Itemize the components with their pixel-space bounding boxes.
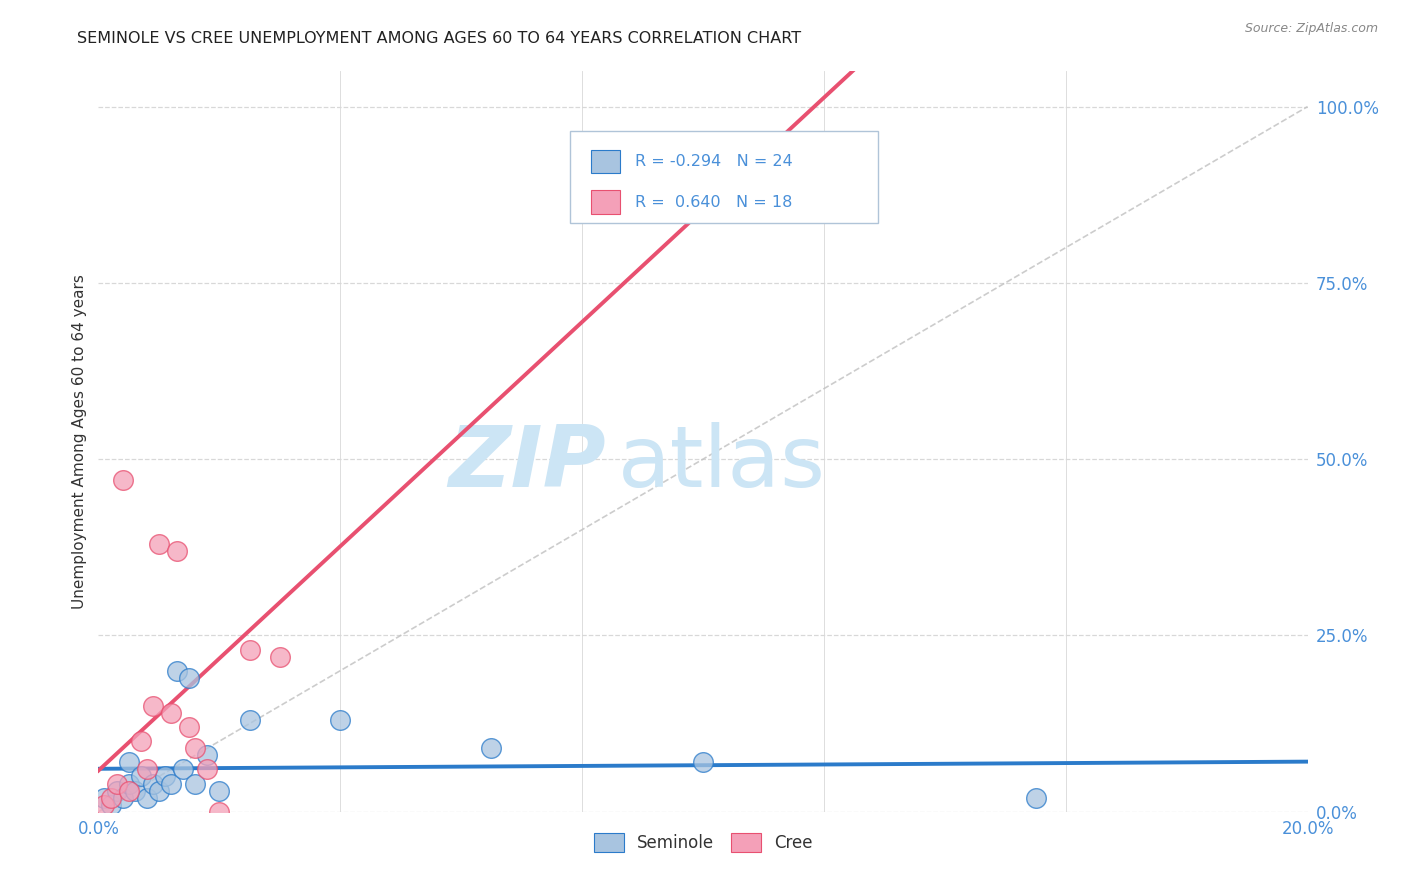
Point <box>142 776 165 790</box>
Point <box>179 671 201 685</box>
Point <box>129 769 152 783</box>
Point <box>135 763 157 777</box>
Point <box>184 741 207 756</box>
Point <box>166 544 188 558</box>
Point <box>129 734 152 748</box>
Text: atlas: atlas <box>619 422 827 505</box>
Point <box>111 790 134 805</box>
Point <box>239 642 262 657</box>
Point <box>124 783 146 797</box>
Point <box>172 763 194 777</box>
Text: R = -0.294   N = 24: R = -0.294 N = 24 <box>634 154 793 169</box>
Point <box>329 713 352 727</box>
Text: SEMINOLE VS CREE UNEMPLOYMENT AMONG AGES 60 TO 64 YEARS CORRELATION CHART: SEMINOLE VS CREE UNEMPLOYMENT AMONG AGES… <box>77 31 801 46</box>
Point <box>184 776 207 790</box>
Point <box>118 756 141 770</box>
Text: Source: ZipAtlas.com: Source: ZipAtlas.com <box>1244 22 1378 36</box>
Point <box>269 649 291 664</box>
Y-axis label: Unemployment Among Ages 60 to 64 years: Unemployment Among Ages 60 to 64 years <box>72 274 87 609</box>
Point <box>239 713 262 727</box>
Point <box>142 698 165 713</box>
Point <box>135 790 157 805</box>
FancyBboxPatch shape <box>569 130 879 223</box>
Point <box>100 790 122 805</box>
Point <box>195 763 218 777</box>
FancyBboxPatch shape <box>591 191 620 214</box>
Point <box>105 783 128 797</box>
Point <box>631 205 654 219</box>
Text: ZIP: ZIP <box>449 422 606 505</box>
Point <box>195 748 218 763</box>
Text: R =  0.640   N = 18: R = 0.640 N = 18 <box>634 195 792 210</box>
Point <box>160 706 183 720</box>
FancyBboxPatch shape <box>591 150 620 173</box>
Point <box>692 756 714 770</box>
Point <box>166 664 188 678</box>
Point <box>105 776 128 790</box>
Point <box>481 741 503 756</box>
Point <box>148 783 170 797</box>
Point <box>1024 790 1046 805</box>
Point <box>111 473 134 487</box>
Point <box>93 797 115 812</box>
Point <box>148 537 170 551</box>
Legend: Seminole, Cree: Seminole, Cree <box>586 826 820 859</box>
Point <box>118 783 141 797</box>
Point <box>118 776 141 790</box>
Point <box>179 720 201 734</box>
Point <box>208 783 231 797</box>
Point <box>93 790 115 805</box>
Point <box>208 805 231 819</box>
Point <box>100 797 122 812</box>
Point <box>160 776 183 790</box>
Point <box>153 769 176 783</box>
